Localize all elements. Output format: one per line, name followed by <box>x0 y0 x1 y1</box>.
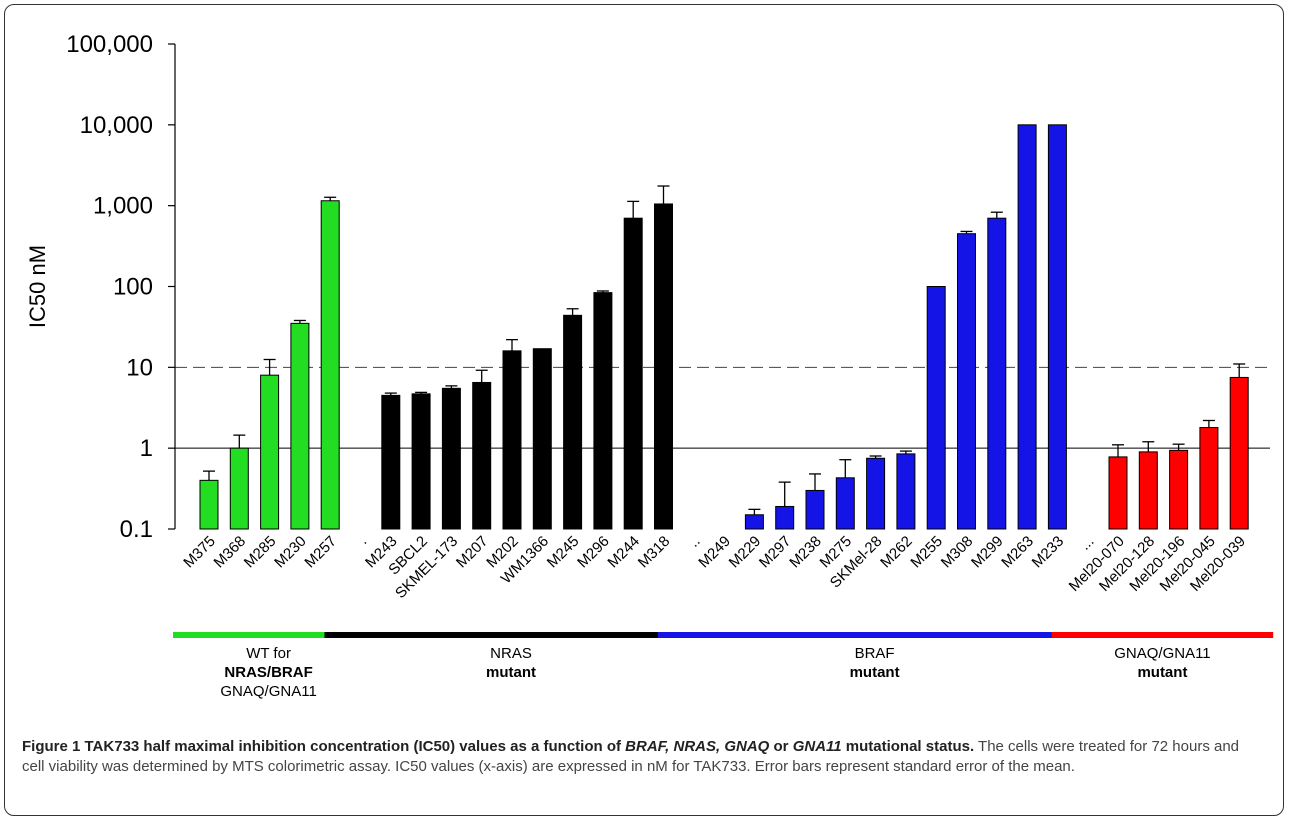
bar-SKMel-28 <box>866 457 886 530</box>
x-tick-label: ... <box>1077 533 1098 554</box>
y-tick-label: 10,000 <box>80 112 153 139</box>
y-tick-label: 0.1 <box>120 516 153 543</box>
x-tick-label: M238 <box>786 533 825 572</box>
x-tick-label: M297 <box>756 533 795 572</box>
x-tick-label: M285 <box>241 533 280 572</box>
x-tick-label: M299 <box>968 533 1007 572</box>
caption-body: The cells were treated for 72 hours and … <box>22 738 1240 775</box>
group-label: mutant <box>850 664 900 681</box>
y-tick-label: 100 <box>113 274 153 301</box>
x-tick-label: M296 <box>574 533 613 572</box>
figure-caption: Figure 1 TAK733 half maximal inhibition … <box>22 737 1262 777</box>
y-tick-label: 100,000 <box>66 31 153 58</box>
bar-Mel20-196 <box>1169 449 1189 530</box>
group-label: mutant <box>486 664 536 681</box>
group-label: NRAS <box>490 645 532 662</box>
bar-Mel20-039 <box>1229 376 1249 530</box>
bar-M368 <box>229 447 249 530</box>
x-tick-label: M257 <box>301 533 340 572</box>
bar-Mel20-045 <box>1199 427 1219 530</box>
group-bar-1 <box>324 632 698 638</box>
bar-M229 <box>744 514 764 530</box>
x-tick-label: M318 <box>635 533 674 572</box>
bar-M275 <box>835 477 855 530</box>
x-tick-label: M245 <box>544 533 583 572</box>
x-tick-label: M255 <box>907 533 946 572</box>
y-tick-label: 1 <box>140 435 153 462</box>
caption-title: Figure 1 TAK733 half maximal inhibition … <box>22 738 975 755</box>
bar-M299 <box>987 217 1007 530</box>
bar-M262 <box>896 453 916 530</box>
bar-M230 <box>290 322 310 530</box>
bar-M238 <box>805 489 825 530</box>
bar-M375 <box>199 479 219 530</box>
x-tick-label: M308 <box>938 533 977 572</box>
x-tick-label: . <box>355 533 370 548</box>
group-label: mutant <box>1137 664 1187 681</box>
figure-frame <box>4 4 1284 816</box>
bar-SBCL2 <box>411 393 431 530</box>
bar-M285 <box>260 374 280 530</box>
bar-M202 <box>502 350 522 530</box>
x-tick-label: M375 <box>180 533 219 572</box>
bar-M263 <box>1017 124 1037 530</box>
x-tick-label: M230 <box>271 533 310 572</box>
group-label: GNAQ/GNA11 <box>220 683 316 700</box>
bar-M297 <box>775 505 795 530</box>
bar-M245 <box>563 314 583 530</box>
x-tick-label: M262 <box>877 533 916 572</box>
x-tick-label: M229 <box>726 533 765 572</box>
group-label: WT for <box>246 645 291 662</box>
group-bar-3 <box>1051 632 1274 638</box>
bar-Mel20-070 <box>1108 456 1128 530</box>
y-tick-label: 10 <box>126 354 153 381</box>
bar-M257 <box>320 200 340 530</box>
bar-M296 <box>593 292 613 530</box>
y-axis-label: IC50 nM <box>25 245 50 328</box>
group-label: NRAS/BRAF <box>224 664 312 681</box>
x-tick-label: M249 <box>695 533 734 572</box>
group-label: GNAQ/GNA11 <box>1114 645 1210 662</box>
bar-M255 <box>926 286 946 530</box>
bar-M243 <box>381 394 401 530</box>
bar-M308 <box>957 233 976 530</box>
bar-M207 <box>472 381 492 530</box>
bar-M244 <box>623 217 643 530</box>
bar-Mel20-128 <box>1138 451 1158 530</box>
group-bar-2 <box>657 632 1092 638</box>
group-bar-0 <box>173 632 365 638</box>
bar-M233 <box>1047 124 1067 530</box>
x-tick-label: M263 <box>998 533 1037 572</box>
y-tick-label: 1,000 <box>93 193 153 220</box>
x-tick-label: .. <box>686 533 704 551</box>
x-tick-label: M244 <box>604 533 643 572</box>
bar-WM1366 <box>532 348 552 530</box>
bar-SKMEL-173 <box>441 387 461 530</box>
group-label: BRAF <box>855 645 895 662</box>
x-tick-label: M207 <box>453 533 492 572</box>
bar-M318 <box>654 203 673 530</box>
x-tick-label: M233 <box>1029 533 1068 572</box>
x-tick-label: M368 <box>211 533 250 572</box>
